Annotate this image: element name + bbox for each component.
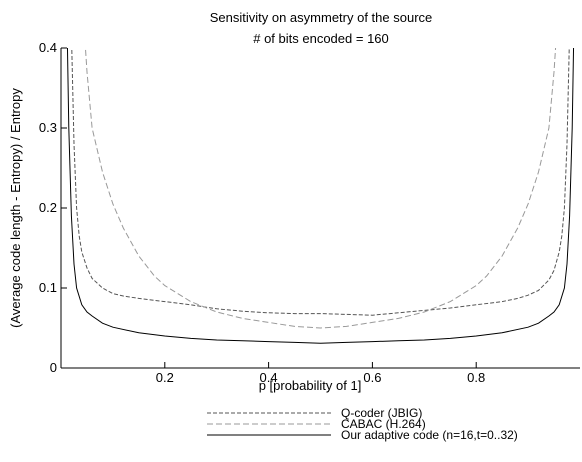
series-line-3: [66, 48, 575, 344]
y-tick-label: 0.3: [39, 120, 57, 135]
legend-label-3: Our adaptive code (n=16,t=0..32): [341, 428, 518, 442]
series-layer: [66, 48, 575, 344]
series-line-2: [84, 48, 557, 329]
axis-ticks: 0.2 0.4 0.6 0.8 0.1 0.2 0.3 0.4 0: [39, 40, 485, 385]
x-tick-label: 0.6: [363, 370, 381, 385]
chart-title: Sensitivity on asymmetry of the source: [210, 10, 433, 25]
series-line-1: [71, 48, 570, 316]
x-tick-label: 0.4: [260, 370, 278, 385]
legend-label-2: CABAC (H.264): [341, 417, 426, 431]
x-tick-label: 0.2: [156, 370, 174, 385]
x-tick-label: 0.8: [467, 370, 485, 385]
chart-subtitle: # of bits encoded = 160: [253, 31, 389, 46]
y-tick-label: 0.4: [39, 40, 57, 55]
y-tick-label: 0.2: [39, 200, 57, 215]
legend: Q-coder (JBIG)CABAC (H.264)Our adaptive …: [207, 406, 518, 442]
legend-label-1: Q-coder (JBIG): [341, 406, 422, 420]
y-axis-label: (Average code length - Entropy) / Entrop…: [8, 88, 23, 328]
y-tick-label: 0.1: [39, 280, 57, 295]
x-axis-label: p [probability of 1]: [259, 378, 362, 393]
origin-tick-label: 0: [50, 360, 57, 375]
